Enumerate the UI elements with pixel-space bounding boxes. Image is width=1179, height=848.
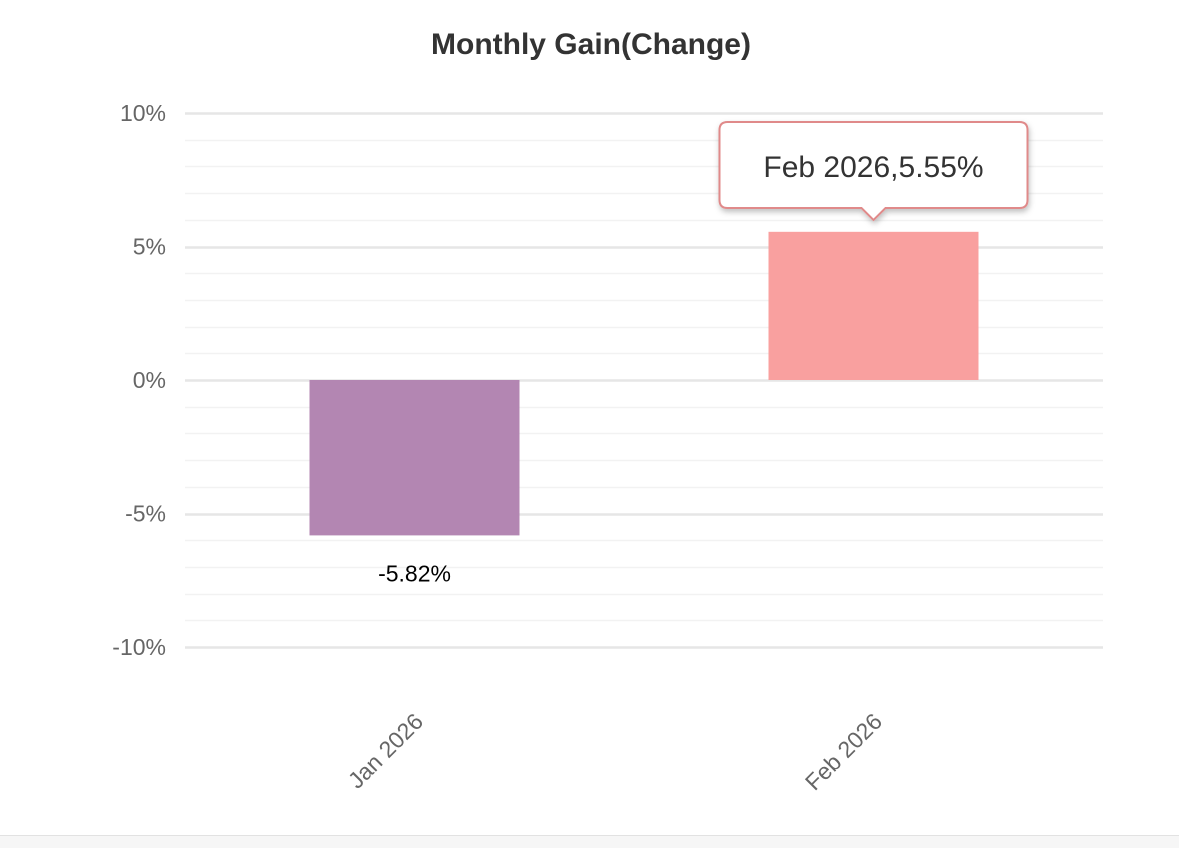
data-labels: -5.82%: [378, 560, 451, 586]
chart-title: Monthly Gain(Change): [431, 28, 751, 61]
tooltip-box: [718, 121, 1029, 222]
x-axis: Jan 2026 Feb 2026: [343, 708, 887, 795]
bar-jan-2026[interactable]: [309, 380, 520, 536]
y-tick-label: 5%: [133, 234, 166, 260]
x-tick-label: Feb 2026: [800, 708, 887, 795]
y-tick-label: -10%: [112, 634, 166, 660]
y-tick-label: -5%: [125, 501, 166, 527]
y-axis: 10% 5% 0% -5% -10%: [112, 100, 166, 660]
tooltip: Feb 2026,5.55%: [718, 121, 1029, 222]
tooltip-text: Feb 2026,5.55%: [763, 151, 983, 184]
bar-feb-2026[interactable]: [768, 231, 979, 380]
data-label: -5.82%: [378, 560, 451, 586]
footer-strip: [0, 835, 1179, 848]
bars: [309, 231, 979, 536]
y-tick-label: 10%: [120, 100, 166, 126]
y-tick-label: 0%: [133, 367, 166, 393]
x-tick-label: Jan 2026: [343, 708, 428, 793]
